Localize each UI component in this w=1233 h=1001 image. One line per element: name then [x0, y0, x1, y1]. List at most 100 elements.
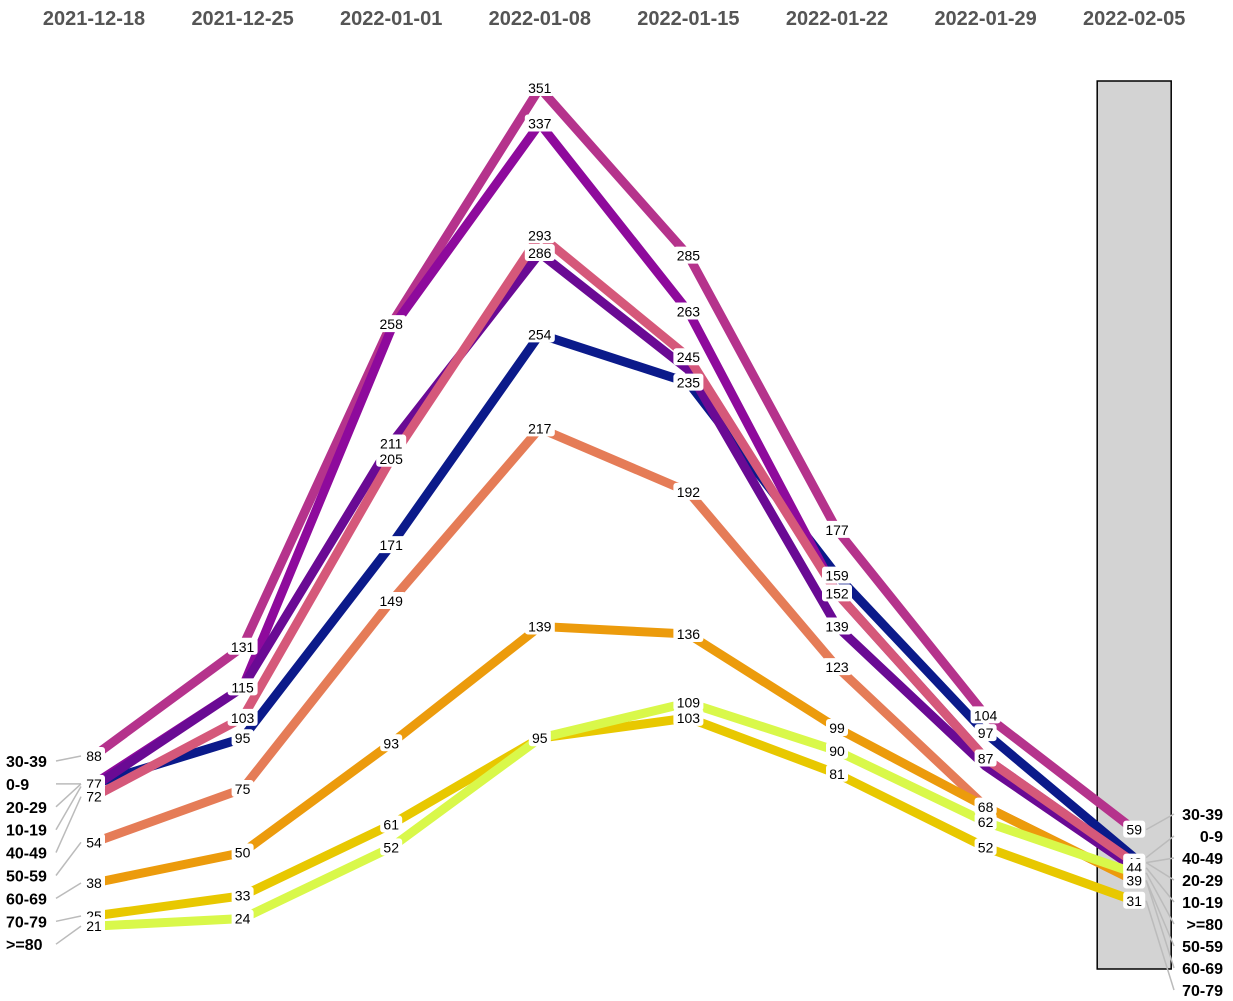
series-name-left: 70-79 [6, 914, 47, 931]
connector-line [55, 796, 82, 853]
value-label: 39 [1123, 871, 1146, 889]
value-label: 99 [826, 719, 848, 737]
value-label-text: 211 [380, 436, 403, 452]
connector-line [1145, 900, 1175, 991]
value-label: 285 [673, 246, 704, 264]
series-name-left: 60-69 [6, 891, 47, 908]
date-axis-labels: 2021-12-18 2021-12-25 2022-01-01 2022-01-08… [43, 8, 1186, 30]
value-label-text: 33 [235, 888, 251, 904]
value-label: 123 [822, 658, 852, 676]
value-label-box [524, 226, 555, 244]
value-label: 81 [826, 764, 848, 782]
value-label-text: 21 [86, 918, 102, 934]
connector-line [1145, 880, 1175, 947]
series-name-left: 20-29 [6, 800, 47, 817]
value-label-box [227, 637, 258, 655]
value-label-text: 39 [1126, 872, 1142, 888]
value-label-box [974, 813, 997, 831]
value-label-box [974, 797, 997, 815]
value-label-text: 136 [677, 626, 701, 642]
series-line-60-69 [93, 621, 1137, 888]
value-label-text: 103 [231, 710, 255, 726]
connector-line [55, 925, 82, 945]
value-label-text: 75 [235, 781, 251, 797]
value-labels: 8813125835128517710459951712542351599777… [83, 78, 1146, 935]
value-label-box [231, 843, 254, 861]
value-label: 286 [524, 244, 555, 262]
value-label-box [83, 787, 105, 805]
value-label: 103 [227, 708, 258, 726]
value-label-box [83, 873, 105, 891]
value-label-box [376, 536, 407, 554]
value-label-text: 258 [380, 316, 404, 332]
value-label-text: 139 [825, 618, 849, 634]
value-label: 192 [673, 482, 704, 500]
value-label-text: 52 [383, 839, 399, 855]
value-label: 95 [231, 729, 254, 747]
value-label: 87 [974, 749, 997, 767]
value-label: 139 [822, 617, 852, 635]
value-label-text: 254 [528, 326, 552, 342]
value-label-box [524, 114, 555, 132]
value-label-text: 286 [528, 245, 552, 261]
value-label: 50 [231, 843, 254, 861]
value-label-text: 103 [677, 710, 701, 726]
connector-line [55, 882, 82, 900]
value-label-box [528, 729, 551, 747]
connector-line [55, 915, 82, 923]
value-label: 152 [822, 584, 852, 602]
connector-line [1145, 862, 1175, 881]
connector-line [1145, 880, 1175, 969]
value-label: 136 [673, 625, 704, 643]
value-label-box [376, 434, 407, 452]
value-label-box [83, 746, 105, 764]
value-label: 258 [376, 315, 407, 333]
value-label: 205 [376, 449, 407, 467]
value-label-text: 50 [235, 845, 251, 861]
value-label: 263 [673, 302, 704, 320]
date-label: 2022-01-29 [934, 8, 1036, 30]
value-label-box [673, 348, 704, 366]
series-name-left: 40-49 [6, 846, 47, 863]
value-label: 31 [1123, 891, 1146, 909]
value-label-text: 97 [978, 725, 994, 741]
value-label-box [826, 741, 848, 759]
value-label-text: 115 [231, 679, 254, 695]
value-label-text: 87 [978, 751, 994, 767]
value-label-box [673, 625, 704, 643]
series-name-right: 60-69 [1182, 961, 1223, 978]
connector-line [55, 755, 82, 762]
series-name-right: 40-49 [1182, 851, 1223, 868]
value-label-text: 93 [383, 735, 399, 751]
value-label-box [1123, 871, 1146, 889]
value-label-box [231, 886, 254, 904]
value-label-box [673, 373, 704, 391]
value-label-box [380, 734, 403, 752]
series-name-right: 10-19 [1182, 895, 1223, 912]
value-label-text: 285 [677, 248, 701, 264]
value-label-text: 72 [86, 789, 102, 805]
value-label-text: 38 [86, 875, 102, 891]
value-label-text: 337 [528, 116, 552, 132]
connector-line [55, 841, 82, 876]
series-line-50-59 [92, 422, 1137, 885]
value-label: 52 [974, 838, 997, 856]
value-label-text: 81 [829, 766, 845, 782]
series-name-left: 50-59 [6, 869, 47, 886]
value-label-text: 95 [532, 730, 548, 746]
value-label: 211 [376, 434, 407, 452]
value-label-text: 61 [383, 817, 399, 833]
value-label-box [231, 780, 254, 797]
value-label-text: 24 [235, 911, 251, 927]
series-name-left: 10-19 [6, 823, 47, 840]
value-label-text: 90 [829, 743, 845, 759]
value-label-text: 263 [677, 303, 701, 319]
series-name-right: 20-29 [1182, 873, 1223, 890]
value-label: 33 [231, 886, 254, 904]
value-label-box [231, 729, 254, 747]
value-label-box [822, 584, 852, 602]
value-label: 95 [528, 729, 551, 747]
value-label-text: 68 [978, 799, 994, 815]
value-label: 62 [974, 813, 997, 831]
value-label-text: 235 [677, 375, 701, 391]
